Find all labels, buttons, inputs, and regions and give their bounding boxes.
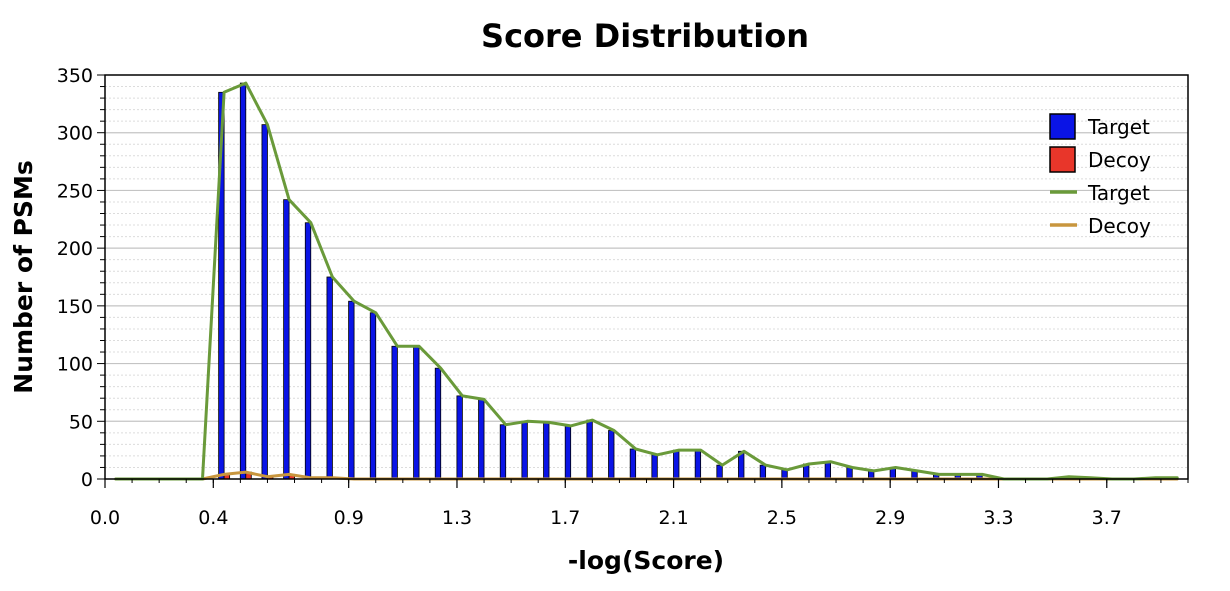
bar-target xyxy=(824,461,832,480)
x-axis-label: -log(Score) xyxy=(568,546,724,575)
legend-swatch-decoy xyxy=(1049,146,1076,173)
x-tick-label: 0.4 xyxy=(198,507,228,529)
bar-target xyxy=(716,464,723,480)
bar-target xyxy=(478,398,485,480)
bar-target xyxy=(846,467,853,480)
legend: Target Decoy Target Decoy xyxy=(1049,113,1151,238)
bar-target xyxy=(694,449,702,480)
bar-target xyxy=(456,395,463,480)
y-tick-label: 200 xyxy=(57,238,93,260)
bars xyxy=(218,82,983,480)
x-tick-label: 2.5 xyxy=(767,507,797,529)
y-tick-label: 100 xyxy=(57,354,93,376)
bar-target xyxy=(348,300,355,480)
x-tick-label: 0.9 xyxy=(334,507,364,529)
chart-title: Score Distribution xyxy=(481,17,809,55)
x-tick-label: 3.3 xyxy=(983,507,1013,529)
x-tick-label: 2.1 xyxy=(658,507,688,529)
y-tick-label: 50 xyxy=(69,411,93,433)
y-axis: 0 50 100 150 200 250 300 350 xyxy=(57,65,105,491)
x-tick-label: 1.7 xyxy=(550,507,580,529)
x-tick-label: 1.3 xyxy=(442,507,472,529)
legend-label: Target xyxy=(1087,115,1150,139)
x-axis: 0.0 0.4 0.9 1.3 1.7 2.1 2.5 2.9 3.3 3.7 xyxy=(90,479,1189,529)
bar-target xyxy=(759,464,767,480)
bar-target xyxy=(629,448,637,480)
bar-target xyxy=(673,449,680,480)
bar-target xyxy=(304,222,312,480)
legend-label: Decoy xyxy=(1088,214,1151,238)
bar-target xyxy=(434,367,442,480)
y-tick-label: 250 xyxy=(57,180,93,202)
bar-target xyxy=(564,425,572,480)
legend-label: Target xyxy=(1087,181,1150,205)
bar-target xyxy=(283,199,290,480)
y-axis-label: Number of PSMs xyxy=(9,160,38,394)
y-tick-label: 150 xyxy=(57,296,93,318)
series-line-target xyxy=(114,81,1179,481)
y-tick-label: 300 xyxy=(57,123,93,145)
legend-swatch-target xyxy=(1049,113,1076,140)
x-tick-label: 2.9 xyxy=(875,507,905,529)
lines xyxy=(114,81,1179,481)
y-tick-label: 350 xyxy=(57,65,93,87)
bar-target xyxy=(413,345,420,480)
legend-label: Decoy xyxy=(1088,148,1151,172)
bar-target xyxy=(391,345,398,480)
bar-target xyxy=(239,82,247,480)
x-tick-label: 3.7 xyxy=(1092,507,1122,529)
y-tick-label: 0 xyxy=(81,469,93,491)
bar-target xyxy=(543,422,550,480)
bar-target xyxy=(521,420,528,480)
bar-target xyxy=(261,124,268,480)
bar-target xyxy=(369,312,377,480)
bar-target xyxy=(326,276,333,480)
bar-target xyxy=(651,454,658,480)
bar-target xyxy=(499,424,507,480)
x-tick-label: 0.0 xyxy=(90,507,120,529)
bar-target xyxy=(586,419,593,480)
bar-target xyxy=(608,430,615,480)
